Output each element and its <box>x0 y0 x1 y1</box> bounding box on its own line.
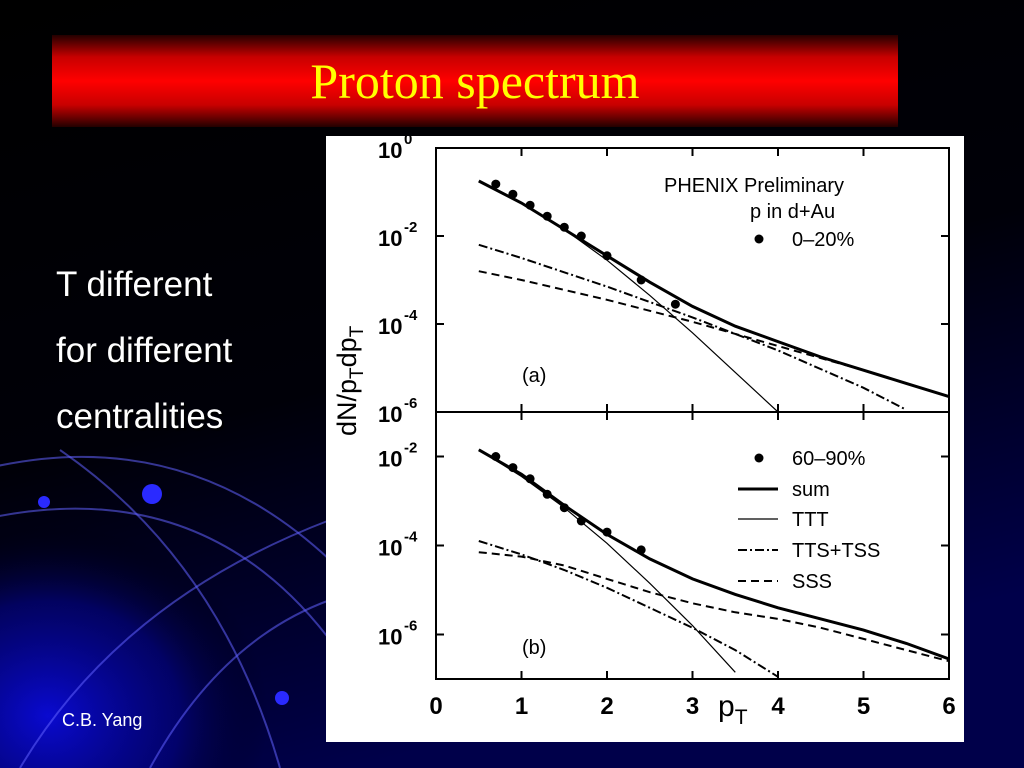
panel-a-data-point <box>491 179 501 189</box>
x-tick-label: 4 <box>771 693 785 720</box>
y-axis-label: dN/pTdpT <box>332 325 368 436</box>
slide-title: Proton spectrum <box>310 53 640 109</box>
panel-a-data-point <box>576 231 586 241</box>
panel-b-curve-dashdot <box>478 540 779 678</box>
x-tick-label: 0 <box>429 693 442 720</box>
panel-b-curve-dashed <box>478 551 949 663</box>
panel-b-data-point <box>491 452 501 461</box>
y-axis-label-sub1: T <box>347 367 368 379</box>
chart-marks: 10 010 -210 -410 -610 -210 -410 -60 1 2 3 4 5 6 <box>378 136 956 720</box>
x-axis-label: pT <box>718 690 748 729</box>
panel-b-y-tick-label: 10 <box>378 536 402 561</box>
x-tick-label: 2 <box>600 693 613 720</box>
x-tick-label: 1 <box>515 693 528 720</box>
y-axis-label-sub2: T <box>347 325 368 337</box>
panel-b-curve-thin <box>478 449 736 673</box>
panel-b-y-tick-exponent: -6 <box>404 618 417 635</box>
title-banner: Proton spectrum <box>52 35 898 127</box>
decor-dot-2 <box>38 496 50 508</box>
panel-a-data-point <box>525 200 535 210</box>
panel-a-data-point <box>670 299 680 309</box>
panel-b-data-point <box>576 516 586 526</box>
legend-b-entry-sum: sum <box>792 479 830 501</box>
legend-a-marker <box>754 234 764 244</box>
bullet-line-2: for different <box>56 331 233 370</box>
panel-b-data-point <box>508 463 518 473</box>
panel-b-data-point <box>559 503 569 513</box>
panel-a-y-tick-exponent: 0 <box>404 136 412 148</box>
panel-a-label: (a) <box>522 365 546 387</box>
panel-b-curve-thick <box>478 448 949 661</box>
y-axis-label-mid: dp <box>332 337 362 367</box>
panel-a-y-tick-exponent: -6 <box>404 395 417 412</box>
decor-dot-1 <box>142 484 162 504</box>
panel-b-y-tick-label: 10 <box>378 447 402 472</box>
legend-b-entry-tts: TTS+TSS <box>792 540 880 562</box>
bullet-line-3: centralities <box>56 397 224 436</box>
decorative-arcs <box>0 449 331 768</box>
spectrum-figure: 10 010 -210 -410 -610 -210 -410 -60 1 2 3 4 5 6 dN/pT… <box>332 136 956 729</box>
figure-panel: 10 0 10 -2 10 -4 10 -6 10 -2 10 -4 10 -6 0 1 2 3 4 5 6 dN/pT… <box>326 136 964 742</box>
legend-b-entry-centrality: 60–90% <box>792 448 866 470</box>
panel-b-y-tick-exponent: -2 <box>404 440 417 457</box>
annotation-phenix: PHENIX Preliminary <box>664 175 844 197</box>
legend-b-marker <box>754 453 764 463</box>
panel-a-y-tick-exponent: -2 <box>404 219 417 236</box>
panel-a-y-tick-label: 10 <box>378 138 402 163</box>
legend-b-entry-ttt: TTT <box>792 509 829 531</box>
panel-a-data-point <box>602 251 612 261</box>
panel-a-curve-dashed <box>478 270 949 398</box>
panel-a-y-tick-label: 10 <box>378 226 402 251</box>
x-tick-label: 3 <box>686 693 699 720</box>
bullet-line-1: T different <box>56 265 213 304</box>
author-credit: C.B. Yang <box>62 710 143 730</box>
panel-b-data-point <box>542 489 552 499</box>
panel-b-data-point <box>636 545 646 555</box>
bullet-text: T different for different centralities <box>56 252 232 450</box>
x-tick-label: 6 <box>942 693 955 720</box>
panel-b-data-point <box>602 527 612 537</box>
annotation-system: p in d+Au <box>750 201 835 223</box>
panel-a-y-tick-exponent: -4 <box>404 307 418 324</box>
panel-b-label: (b) <box>522 637 546 659</box>
panel-a-y-tick-label: 10 <box>378 314 402 339</box>
panel-b-y-tick-exponent: -4 <box>404 529 418 546</box>
x-axis-label-sub: T <box>735 706 748 729</box>
legend-b-entry-sss: SSS <box>792 571 832 593</box>
decor-dot-3 <box>275 691 289 705</box>
x-tick-label: 5 <box>857 693 870 720</box>
panel-a-data-point <box>559 222 569 232</box>
panel-a-curve-dashdot <box>478 243 907 411</box>
panel-b-y-tick-label: 10 <box>378 625 402 650</box>
panel-a-data-point <box>636 275 646 285</box>
panel-b-data-point <box>525 474 535 484</box>
panel-a-data-point <box>542 211 552 221</box>
panel-a-y-tick-label: 10 <box>378 402 402 427</box>
panel-a-data-point <box>508 189 518 199</box>
legend-a-entry: 0–20% <box>792 229 854 251</box>
